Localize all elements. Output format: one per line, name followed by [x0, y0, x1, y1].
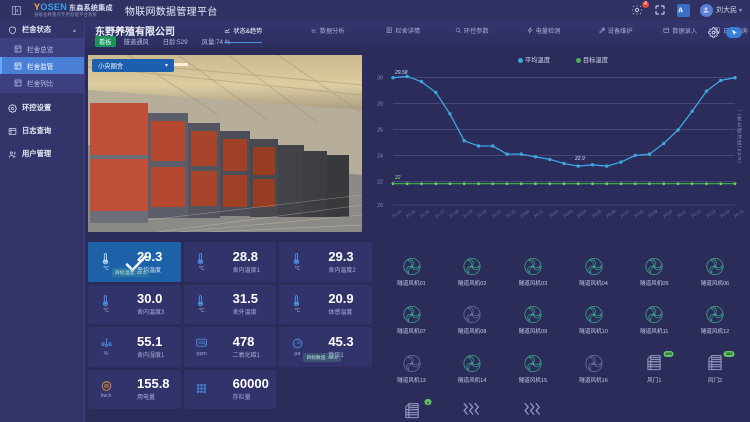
svg-text:28: 28 [377, 102, 383, 108]
svg-text:24:07: 24:07 [619, 208, 631, 219]
svg-text:24:01: 24:01 [533, 208, 545, 219]
svg-text:21:14: 21:14 [391, 208, 403, 219]
svg-text:21:18: 21:18 [448, 208, 460, 219]
svg-text:24:13: 24:13 [733, 208, 745, 219]
svg-text:24:11: 24:11 [676, 208, 688, 218]
svg-text:21:17: 21:17 [434, 208, 446, 219]
svg-text:20: 20 [377, 203, 383, 209]
svg-text:24:09: 24:09 [647, 208, 659, 219]
svg-text:21:16: 21:16 [419, 208, 431, 219]
svg-text:21:15: 21:15 [405, 208, 417, 219]
svg-text:23:00: 23:00 [519, 208, 531, 219]
svg-text:26: 26 [377, 128, 383, 134]
svg-text:24:08: 24:08 [633, 208, 645, 219]
svg-text:24:13: 24:13 [719, 208, 731, 219]
svg-text:21:21: 21:21 [491, 208, 503, 219]
svg-text:24:05: 24:05 [591, 208, 603, 219]
svg-text:24: 24 [377, 154, 383, 160]
svg-text:24:02: 24:02 [548, 208, 560, 219]
svg-text:24:12: 24:12 [690, 208, 702, 219]
svg-text:24:10: 24:10 [662, 208, 674, 219]
svg-text:22: 22 [394, 175, 401, 181]
svg-text:A: A [678, 8, 683, 15]
svg-text:21:22: 21:22 [505, 208, 517, 219]
svg-text:21:20: 21:20 [476, 208, 488, 219]
svg-text:24:06: 24:06 [605, 208, 617, 219]
svg-text:22: 22 [377, 180, 383, 186]
svg-text:22.9: 22.9 [574, 156, 585, 162]
svg-text:30: 30 [377, 76, 383, 82]
svg-text:29.58: 29.58 [394, 70, 408, 76]
svg-text:21:19: 21:19 [462, 208, 474, 219]
svg-text:24:04: 24:04 [576, 208, 588, 219]
svg-text:24:13: 24:13 [705, 208, 717, 219]
svg-text:24:03: 24:03 [562, 208, 574, 219]
